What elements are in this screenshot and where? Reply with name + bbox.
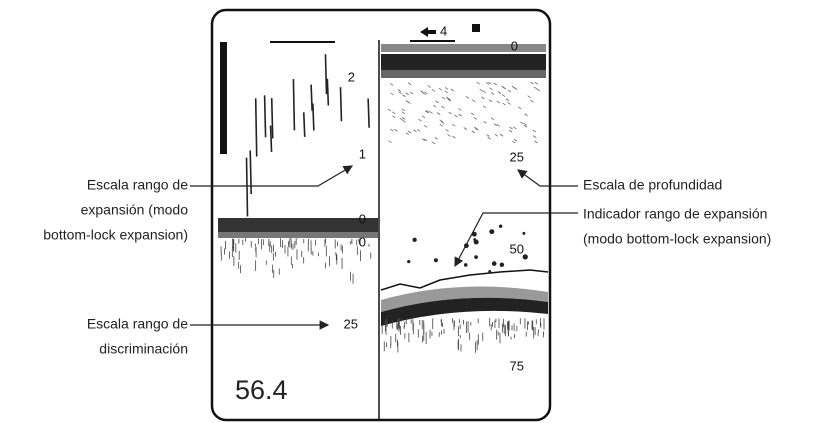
left-scale-label: 0 [359,234,366,249]
shift-indicator: 4 [440,23,447,38]
left-scale-label: 2 [348,69,355,84]
depth-scale-label: 0 [511,38,518,53]
callout-text: expansión (modo [81,202,189,218]
callout-text: bottom-lock expansion) [43,227,188,243]
discrimination-scale-label: 25 [344,316,358,331]
depth-scale-label: 50 [510,241,524,256]
callout-text: Indicador rango de expansión [583,206,767,222]
depth-readout: 56.4 [235,375,288,405]
callout-text: (modo bottom-lock expansion) [583,231,771,247]
callout-text: Escala rango de [87,177,188,193]
left-scale-label: 0 [359,211,366,226]
callout-text: Escala de profundidad [583,177,722,193]
callout-text: Escala rango de [87,316,188,332]
page: {"screen": {"shift_indicator": "4", "lef… [0,0,816,423]
left-scale-label: 1 [359,146,366,161]
depth-scale-label: 75 [510,358,524,373]
diagram: 4 2 1 0 0 25 0 25 50 75 56.4 Escala rang… [0,0,816,423]
depth-scale-label: 25 [510,149,524,164]
callout-text: discriminación [99,341,188,357]
